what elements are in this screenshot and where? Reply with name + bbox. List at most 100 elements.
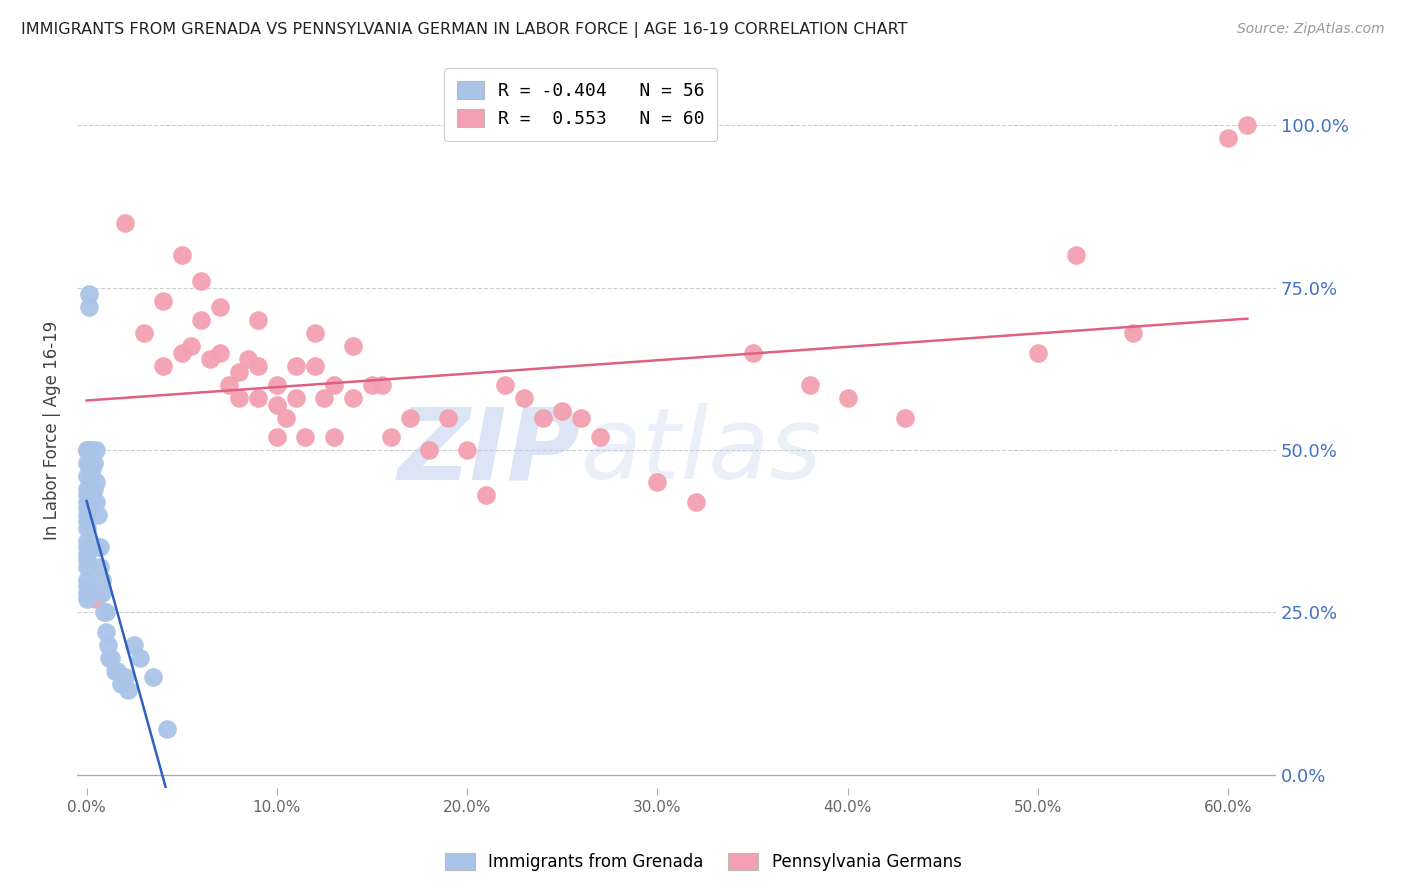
- Point: [77, 287, 100, 301]
- Point: [82, 442, 104, 457]
- Point: [76, 521, 98, 535]
- Point: [1122, 326, 1144, 340]
- Point: [100, 650, 122, 665]
- Point: [531, 410, 554, 425]
- Point: [200, 352, 222, 367]
- Legend: Immigrants from Grenada, Pennsylvania Germans: Immigrants from Grenada, Pennsylvania Ge…: [436, 845, 970, 880]
- Point: [105, 664, 128, 678]
- Point: [76, 579, 98, 593]
- Point: [190, 313, 212, 327]
- Point: [76, 469, 98, 483]
- Point: [76, 573, 98, 587]
- Point: [94, 624, 117, 639]
- Point: [266, 378, 288, 392]
- Point: [284, 359, 307, 373]
- Point: [799, 378, 821, 392]
- Point: [94, 606, 117, 620]
- Point: [79, 469, 101, 483]
- Point: [246, 313, 269, 327]
- Point: [370, 378, 392, 392]
- Point: [1026, 345, 1049, 359]
- Point: [89, 560, 111, 574]
- Point: [76, 586, 98, 600]
- Point: [76, 553, 98, 567]
- Point: [494, 378, 516, 392]
- Point: [304, 326, 326, 340]
- Point: [152, 293, 174, 308]
- Point: [76, 547, 98, 561]
- Point: [96, 638, 118, 652]
- Point: [117, 683, 139, 698]
- Point: [79, 495, 101, 509]
- Point: [76, 508, 98, 522]
- Point: [122, 638, 145, 652]
- Point: [1064, 248, 1087, 262]
- Point: [208, 300, 231, 314]
- Point: [513, 391, 536, 405]
- Point: [90, 573, 112, 587]
- Point: [294, 430, 316, 444]
- Point: [266, 397, 288, 411]
- Point: [77, 442, 100, 457]
- Point: [380, 430, 402, 444]
- Point: [323, 430, 346, 444]
- Point: [76, 442, 98, 457]
- Point: [83, 495, 105, 509]
- Point: [437, 410, 460, 425]
- Point: [342, 339, 364, 353]
- Point: [208, 345, 231, 359]
- Point: [323, 378, 346, 392]
- Point: [79, 488, 101, 502]
- Point: [89, 541, 111, 555]
- Point: [83, 482, 105, 496]
- Point: [76, 592, 98, 607]
- Point: [93, 606, 115, 620]
- Point: [84, 475, 107, 490]
- Point: [128, 650, 150, 665]
- Point: [132, 326, 155, 340]
- Point: [238, 352, 260, 367]
- Point: [76, 488, 98, 502]
- Point: [180, 339, 202, 353]
- Point: [84, 495, 107, 509]
- Point: [155, 723, 177, 737]
- Point: [84, 442, 107, 457]
- Point: [76, 482, 98, 496]
- Text: atlas: atlas: [581, 403, 823, 500]
- Point: [87, 508, 110, 522]
- Point: [170, 248, 193, 262]
- Point: [114, 216, 136, 230]
- Point: [76, 501, 98, 516]
- Point: [418, 442, 440, 457]
- Point: [218, 378, 240, 392]
- Point: [76, 541, 98, 555]
- Point: [569, 410, 592, 425]
- Legend: R = -0.404   N = 56, R =  0.553   N = 60: R = -0.404 N = 56, R = 0.553 N = 60: [444, 68, 717, 141]
- Point: [142, 670, 165, 684]
- Point: [304, 359, 326, 373]
- Point: [228, 391, 250, 405]
- Point: [76, 442, 98, 457]
- Point: [190, 274, 212, 288]
- Text: IMMIGRANTS FROM GRENADA VS PENNSYLVANIA GERMAN IN LABOR FORCE | AGE 16-19 CORREL: IMMIGRANTS FROM GRENADA VS PENNSYLVANIA …: [21, 22, 908, 38]
- Point: [76, 495, 98, 509]
- Point: [741, 345, 763, 359]
- Point: [456, 442, 478, 457]
- Point: [284, 391, 307, 405]
- Point: [77, 300, 100, 314]
- Point: [228, 365, 250, 379]
- Point: [551, 404, 574, 418]
- Point: [114, 670, 136, 684]
- Point: [76, 456, 98, 470]
- Point: [104, 664, 127, 678]
- Point: [152, 359, 174, 373]
- Point: [475, 488, 498, 502]
- Point: [685, 495, 707, 509]
- Point: [170, 345, 193, 359]
- Text: Source: ZipAtlas.com: Source: ZipAtlas.com: [1237, 22, 1385, 37]
- Point: [266, 430, 288, 444]
- Point: [1236, 118, 1258, 132]
- Point: [110, 677, 132, 691]
- Point: [589, 430, 612, 444]
- Point: [399, 410, 422, 425]
